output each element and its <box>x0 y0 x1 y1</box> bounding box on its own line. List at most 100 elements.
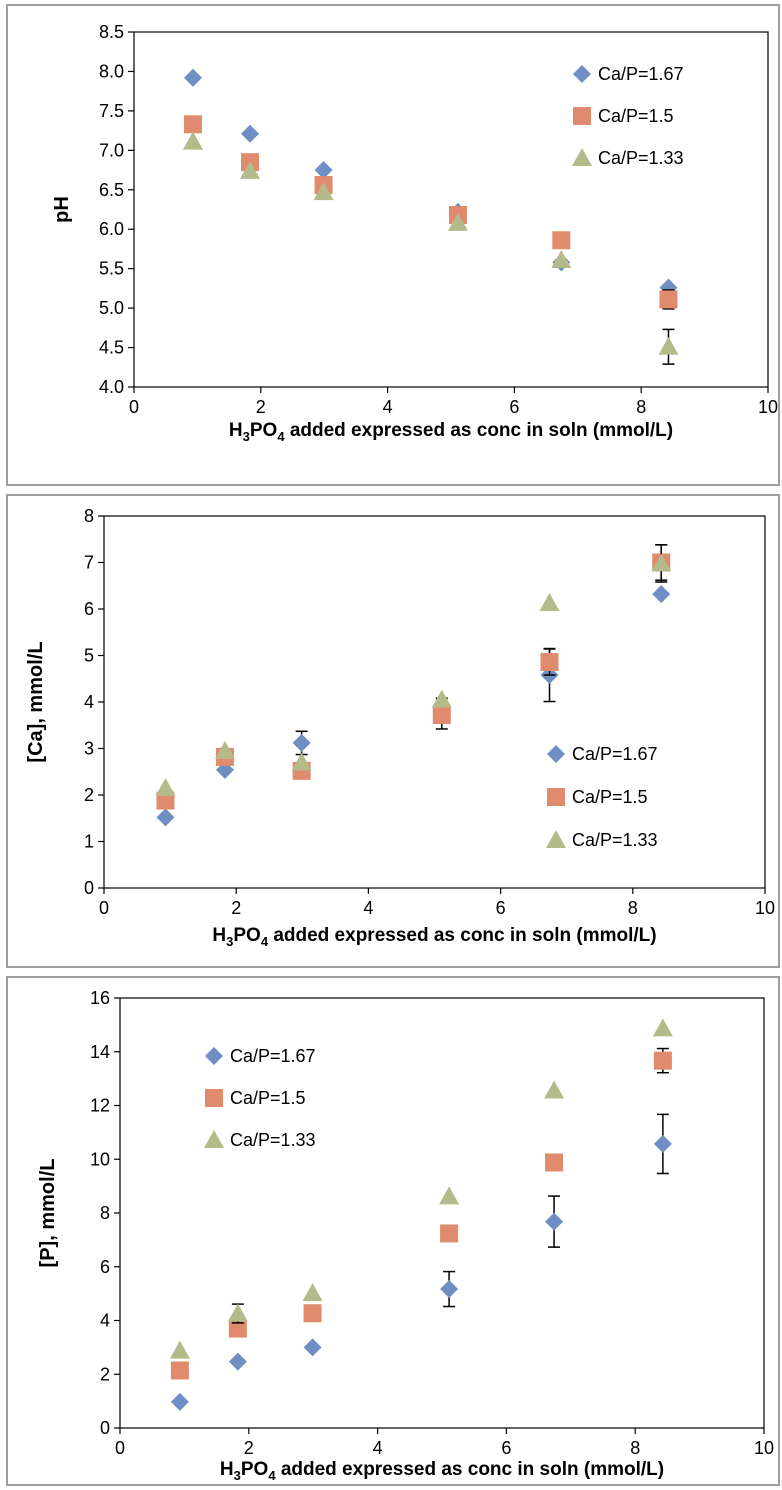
data-point <box>183 68 202 87</box>
data-point <box>440 1224 459 1243</box>
legend-label: Ca/P=1.67 <box>598 64 684 84</box>
y-tick-label: 2 <box>100 1364 110 1384</box>
y-axis-label: [Ca], mmol/L <box>25 641 47 762</box>
chart-panel-ph: 4.0 4.5 5.0 5.5 6.0 6.5 7.0 7.5 8.0 8.5 0 2 4 6 8 10 H3P… <box>6 4 780 486</box>
series-ca-p-1-33 <box>169 1018 673 1359</box>
legend-label: Ca/P=1.33 <box>230 1130 316 1150</box>
data-point <box>240 160 261 179</box>
x-tick-label: 0 <box>129 397 139 417</box>
data-point <box>292 733 311 752</box>
data-point <box>447 212 468 231</box>
y-tick-label: 4.0 <box>99 377 124 397</box>
legend-marker <box>572 148 592 166</box>
legend-label: Ca/P=1.33 <box>598 148 684 168</box>
x-tick-label: 8 <box>636 397 646 417</box>
data-point <box>314 161 333 180</box>
y-tick-label: 7.0 <box>99 140 124 160</box>
data-point <box>540 653 559 672</box>
chart-panel-p: 0 2 4 6 8 10 12 14 16 0 2 4 6 8 10 H3PO4 added expresse… <box>6 976 780 1486</box>
data-point <box>551 249 572 268</box>
data-point <box>227 1303 248 1322</box>
data-point <box>431 689 452 708</box>
y-tick-label: 12 <box>90 1096 110 1116</box>
legend: Ca/P=1.67 Ca/P=1.5 Ca/P=1.33 <box>572 64 684 168</box>
x-tick-label: 2 <box>244 1438 254 1458</box>
data-point <box>214 740 235 759</box>
data-point <box>156 808 175 827</box>
legend-marker <box>205 1047 223 1065</box>
legend-label: Ca/P=1.5 <box>598 106 674 126</box>
series-ca-p-1-33 <box>182 131 679 365</box>
x-axis-label: H3PO4 added expressed as conc in soln (m… <box>212 925 656 949</box>
y-tick-label: 10 <box>90 1149 110 1169</box>
y-tick-label: 6 <box>100 1257 110 1277</box>
data-point <box>170 1361 189 1380</box>
data-point <box>552 231 571 250</box>
x-tick-label: 10 <box>754 1438 774 1458</box>
y-tick-label: 8.0 <box>99 61 124 81</box>
data-point <box>182 131 203 150</box>
data-point <box>303 1304 322 1323</box>
y-tick-label: 8.5 <box>99 22 124 42</box>
y-tick-label: 4 <box>100 1311 110 1331</box>
series-ca-p-1-67 <box>170 1113 672 1411</box>
calcium-chart: 0 1 2 3 4 5 6 7 8 0 2 4 6 8 10 H3PO4 added expressed as… <box>25 506 775 949</box>
x-tick-label: 0 <box>99 898 109 918</box>
data-point <box>302 1283 323 1302</box>
y-tick-label: 6.5 <box>99 180 124 200</box>
y-tick-label: 4 <box>84 692 94 712</box>
data-point <box>241 124 260 143</box>
legend-label: Ca/P=1.5 <box>572 787 648 807</box>
legend-marker <box>573 107 591 125</box>
y-tick-label: 5.5 <box>99 259 124 279</box>
legend-marker <box>205 1089 223 1107</box>
x-tick-label: 6 <box>496 898 506 918</box>
y-axis-label: pH <box>51 196 73 223</box>
data-point <box>652 585 671 604</box>
y-tick-label: 3 <box>84 739 94 759</box>
data-point <box>228 1352 247 1371</box>
legend: Ca/P=1.67 Ca/P=1.5 Ca/P=1.33 <box>204 1046 316 1150</box>
series-ca-p-1-5 <box>170 1047 672 1380</box>
y-tick-label: 2 <box>84 785 94 805</box>
legend-marker <box>546 830 566 848</box>
data-point <box>156 791 175 810</box>
y-tick-label: 1 <box>84 832 94 852</box>
data-point <box>432 706 451 725</box>
series-ca-p-1-33 <box>155 544 672 797</box>
data-point <box>653 1134 672 1153</box>
legend-label: Ca/P=1.5 <box>230 1088 306 1108</box>
x-tick-label: 10 <box>755 898 775 918</box>
y-tick-label: 8 <box>100 1203 110 1223</box>
data-point <box>545 1212 564 1231</box>
y-tick-label: 16 <box>90 988 110 1008</box>
data-point <box>303 1338 322 1357</box>
data-point <box>228 1319 247 1338</box>
phosphorus-chart: 0 2 4 6 8 10 12 14 16 0 2 4 6 8 10 H3PO4 added expresse… <box>37 988 774 1483</box>
data-point <box>658 336 679 355</box>
data-point <box>439 1186 460 1205</box>
y-tick-label: 0 <box>100 1418 110 1438</box>
y-tick-label: 7.5 <box>99 101 124 121</box>
x-tick-label: 4 <box>383 397 393 417</box>
x-tick-label: 4 <box>363 898 373 918</box>
x-tick-label: 6 <box>501 1438 511 1458</box>
legend-marker <box>573 65 591 83</box>
y-tick-label: 4.5 <box>99 338 124 358</box>
data-point <box>155 778 176 797</box>
data-point <box>313 182 334 201</box>
data-point <box>169 1340 190 1359</box>
x-tick-label: 0 <box>115 1438 125 1458</box>
x-axis-label: H3PO4 added expressed as conc in soln (m… <box>220 1459 664 1483</box>
x-axis-label: H3PO4 added expressed as conc in soln (m… <box>229 420 673 444</box>
data-point <box>651 553 672 572</box>
legend-marker <box>547 745 565 763</box>
y-tick-label: 7 <box>84 553 94 573</box>
data-point <box>440 1280 459 1299</box>
x-tick-label: 4 <box>373 1438 383 1458</box>
data-point <box>544 1080 565 1099</box>
series-ca-p-1-5 <box>183 115 678 310</box>
legend-label: Ca/P=1.33 <box>572 830 658 850</box>
legend-marker <box>547 788 565 806</box>
x-tick-label: 8 <box>630 1438 640 1458</box>
